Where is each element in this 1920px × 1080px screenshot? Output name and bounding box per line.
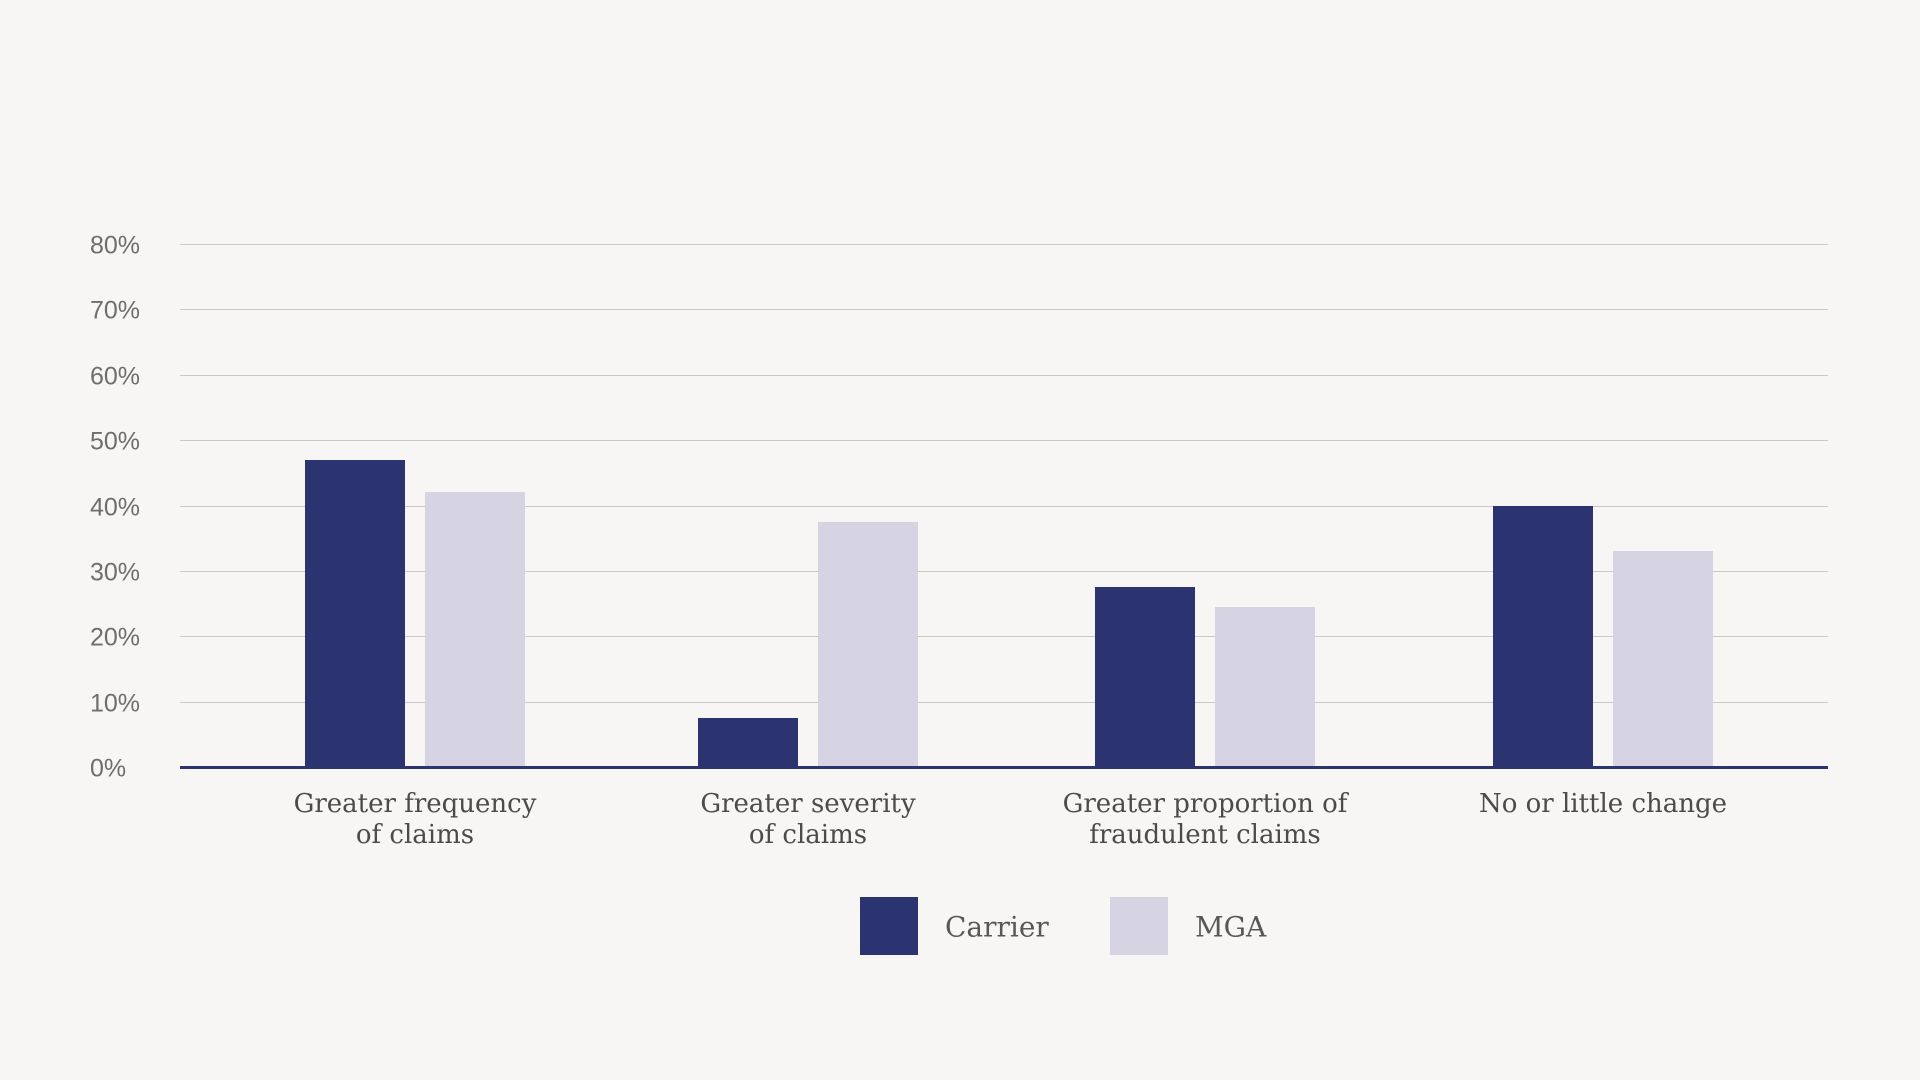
legend-swatch-carrier bbox=[860, 897, 918, 955]
y-axis-tick-label: 30% bbox=[90, 558, 141, 587]
y-axis-tick-label: 40% bbox=[90, 493, 141, 521]
gridline-40% bbox=[180, 505, 1828, 507]
category-label-3: Greater proportion of fraudulent claims bbox=[1063, 789, 1348, 851]
gridline-50% bbox=[180, 440, 1828, 442]
legend-swatch-mga bbox=[1110, 897, 1168, 955]
category-label-line: fraudulent claims bbox=[1089, 820, 1321, 850]
bar-mga-1 bbox=[425, 492, 525, 767]
gridline-80% bbox=[180, 244, 1828, 245]
bar-mga-3 bbox=[1215, 606, 1315, 767]
category-label-1: Greater frequency of claims bbox=[294, 789, 537, 851]
gridline-30% bbox=[180, 570, 1828, 572]
y-axis-tick-label: 70% bbox=[90, 296, 141, 325]
category-label-line: of claims bbox=[748, 820, 868, 850]
bar-carrier-1 bbox=[305, 459, 405, 767]
bar-carrier-4 bbox=[1493, 505, 1593, 767]
y-axis-tick-label: 0% bbox=[90, 754, 127, 783]
category-label-line: Greater severity bbox=[700, 789, 916, 819]
gridline-10% bbox=[180, 701, 1828, 703]
category-label-line: Greater proportion of bbox=[1062, 789, 1348, 819]
gridline-70% bbox=[180, 309, 1828, 311]
bar-mga-2 bbox=[818, 521, 918, 767]
gridline-60% bbox=[180, 374, 1828, 376]
bar-carrier-2 bbox=[698, 717, 798, 767]
category-label-line: of claims bbox=[355, 820, 475, 850]
x-axis-line bbox=[180, 766, 1828, 769]
legend-label-carrier: Carrier bbox=[945, 910, 1049, 944]
y-axis-tick-label: 80% bbox=[90, 231, 141, 260]
category-label-4: No or little change bbox=[1479, 789, 1727, 820]
bar-carrier-3 bbox=[1095, 587, 1195, 767]
y-axis-tick-label: 10% bbox=[90, 689, 141, 718]
bar-mga-4 bbox=[1613, 551, 1713, 767]
category-label-line: Greater frequency bbox=[293, 789, 537, 819]
legend-label-mga: MGA bbox=[1195, 910, 1267, 944]
gridline-20% bbox=[180, 636, 1828, 638]
y-axis-tick-label: 50% bbox=[90, 427, 141, 456]
y-axis-tick-label: 60% bbox=[90, 362, 141, 391]
y-axis-tick-label: 20% bbox=[90, 623, 141, 652]
category-label-line: No or little change bbox=[1478, 789, 1728, 819]
category-label-2: Greater severity of claims bbox=[700, 789, 915, 851]
